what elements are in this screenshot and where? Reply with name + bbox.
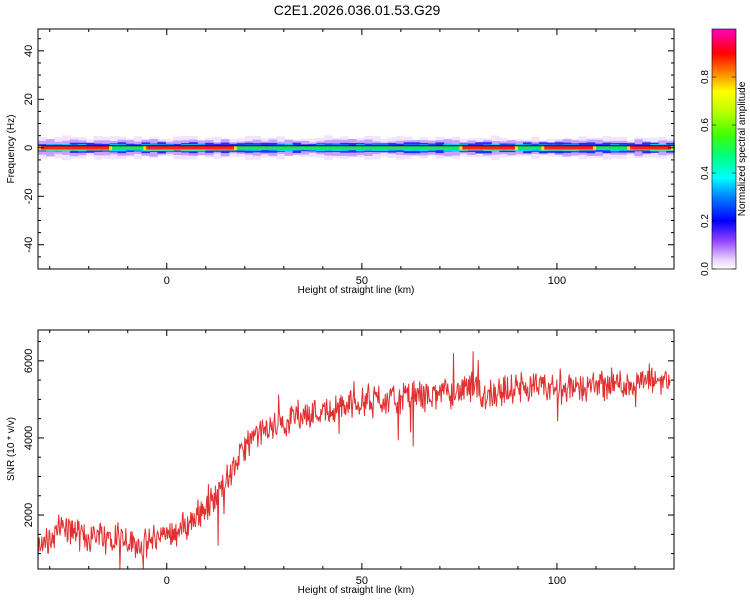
spectrogram-marks bbox=[38, 135, 675, 161]
colorbar-frame bbox=[711, 28, 737, 270]
spectrogram-peak-band-red bbox=[146, 146, 234, 150]
spectrogram-band-green-cell bbox=[292, 146, 301, 150]
spectrogram-y-tick-label: 0 bbox=[23, 145, 35, 151]
snr-ticks: 0 50 100 2000 4000 6000 bbox=[23, 330, 675, 587]
spectrogram-band-green-cell bbox=[515, 146, 524, 150]
colorbar-tick-label: 0.6 bbox=[700, 118, 711, 132]
spectrogram-band-green-cell bbox=[618, 145, 627, 150]
snr-frame bbox=[37, 329, 675, 570]
spectrogram-band-green-cell bbox=[411, 146, 421, 150]
spectrogram-band-green-cell bbox=[276, 145, 286, 150]
spectrogram-band-green-cell bbox=[363, 145, 373, 150]
spectrogram-band-green-cell bbox=[523, 145, 532, 150]
spectrogram-peak-band-red bbox=[630, 146, 671, 150]
spectrogram-band-green-cell bbox=[308, 145, 317, 150]
spectrogram-band-green-cell bbox=[332, 146, 341, 150]
colorbar-tick-label: 0.0 bbox=[700, 262, 711, 276]
spectrogram-y-tick-label: -20 bbox=[23, 188, 35, 204]
spectrogram-band-green-cell bbox=[403, 146, 413, 150]
spectrogram-band-green-cell bbox=[125, 145, 135, 150]
spectrogram-x-tick-label: 0 bbox=[164, 275, 170, 287]
snr-y-tick-label: 4000 bbox=[23, 426, 35, 450]
spectrogram-y-tick-label: -40 bbox=[23, 237, 35, 253]
spectrogram-band-green-cell bbox=[395, 146, 405, 150]
spectrogram-band-green-cell bbox=[316, 145, 325, 151]
spectrogram-ticks: 0 50 100 40 20 0 -20 -40 bbox=[23, 29, 675, 287]
snr-x-tick-label: 50 bbox=[356, 575, 368, 587]
spectrogram-band-green-cell bbox=[117, 145, 127, 150]
snr-panel: 0 50 100 2000 4000 6000 Height of straight li… bbox=[6, 329, 675, 596]
spectrogram-x-tick-label: 50 bbox=[356, 275, 368, 287]
spectrogram-band-green-cell bbox=[435, 145, 445, 151]
spectrogram-y-axis-label: Frequency (Hz) bbox=[6, 115, 17, 184]
spectrogram-x-tick-label: 100 bbox=[548, 275, 566, 287]
spectrogram-panel: 0 50 100 40 20 0 -20 -40 Height of straight lin… bbox=[6, 28, 675, 296]
spectrogram-y-tick-label: 40 bbox=[23, 45, 35, 57]
spectrogram-band-green-cell bbox=[610, 145, 619, 150]
spectrogram-band-green-cell bbox=[260, 145, 270, 150]
spectrogram-band-green-cell bbox=[300, 145, 309, 151]
spectrogram-band-green-cell bbox=[419, 146, 429, 150]
snr-x-axis-label: Height of straight line (km) bbox=[298, 585, 415, 596]
spectrogram-band-green-cell bbox=[443, 146, 452, 150]
spectrogram-band-green-cell bbox=[324, 145, 333, 150]
colorbar-tick-label: 0.8 bbox=[700, 70, 711, 84]
spectrogram-band-green-cell bbox=[340, 146, 349, 150]
snr-y-axis-label: SNR (10 * v/v) bbox=[6, 417, 17, 481]
spectrogram-band-green-cell bbox=[530, 145, 540, 151]
snr-y-tick-label: 2000 bbox=[23, 503, 35, 527]
spectrogram-band-green-cell bbox=[252, 145, 262, 151]
spectrogram-band-green-cell bbox=[451, 145, 460, 150]
snr-x-tick-label: 0 bbox=[164, 575, 170, 587]
snr-y-tick-label: 6000 bbox=[23, 349, 35, 373]
spectrogram-band-green-cell bbox=[133, 145, 142, 151]
spectrogram-band-green-cell bbox=[356, 145, 365, 150]
spectrogram-frame bbox=[37, 28, 675, 270]
spectrogram-band-green-cell bbox=[348, 146, 357, 150]
spectrogram-band-green-cell bbox=[602, 145, 612, 150]
spectrogram-peak-band-red bbox=[462, 146, 515, 150]
spectrogram-band-green-cell bbox=[371, 145, 381, 150]
chart-title: C2E1.2026.036.01.53.G29 bbox=[274, 2, 441, 18]
spectrogram-peak-band-red bbox=[544, 146, 593, 150]
spectrogram-band-green-cell bbox=[268, 146, 278, 150]
colorbar-tick-label: 0.4 bbox=[700, 166, 711, 180]
spectrogram-x-axis-label: Height of straight line (km) bbox=[298, 285, 415, 296]
snr-x-tick-label: 100 bbox=[548, 575, 566, 587]
spectrogram-peak-band-red bbox=[41, 146, 110, 150]
spectrogram-band-green-cell bbox=[284, 146, 294, 150]
spectrogram-band-green-cell bbox=[379, 146, 389, 150]
spectrogram-y-tick-label: 20 bbox=[23, 93, 35, 105]
snr-background bbox=[38, 330, 674, 569]
colorbar: 0.0 0.2 0.4 0.6 0.8 Normalized spectral ampl… bbox=[700, 28, 748, 276]
colorbar-gradient bbox=[712, 29, 736, 269]
spectrogram-band-green-cell bbox=[244, 145, 254, 151]
colorbar-label: Normalized spectral amplitude bbox=[737, 81, 748, 216]
spectrogram-band-green-cell bbox=[109, 145, 119, 150]
spectrogram-band-green-cell bbox=[594, 146, 604, 150]
colorbar-ticks: 0.0 0.2 0.4 0.6 0.8 bbox=[700, 70, 736, 276]
spectrogram-band-green-cell bbox=[236, 145, 246, 151]
spectrogram-band-green-cell bbox=[427, 146, 437, 150]
spectrogram-band-green-cell bbox=[387, 146, 397, 150]
colorbar-tick-label: 0.2 bbox=[700, 214, 711, 228]
